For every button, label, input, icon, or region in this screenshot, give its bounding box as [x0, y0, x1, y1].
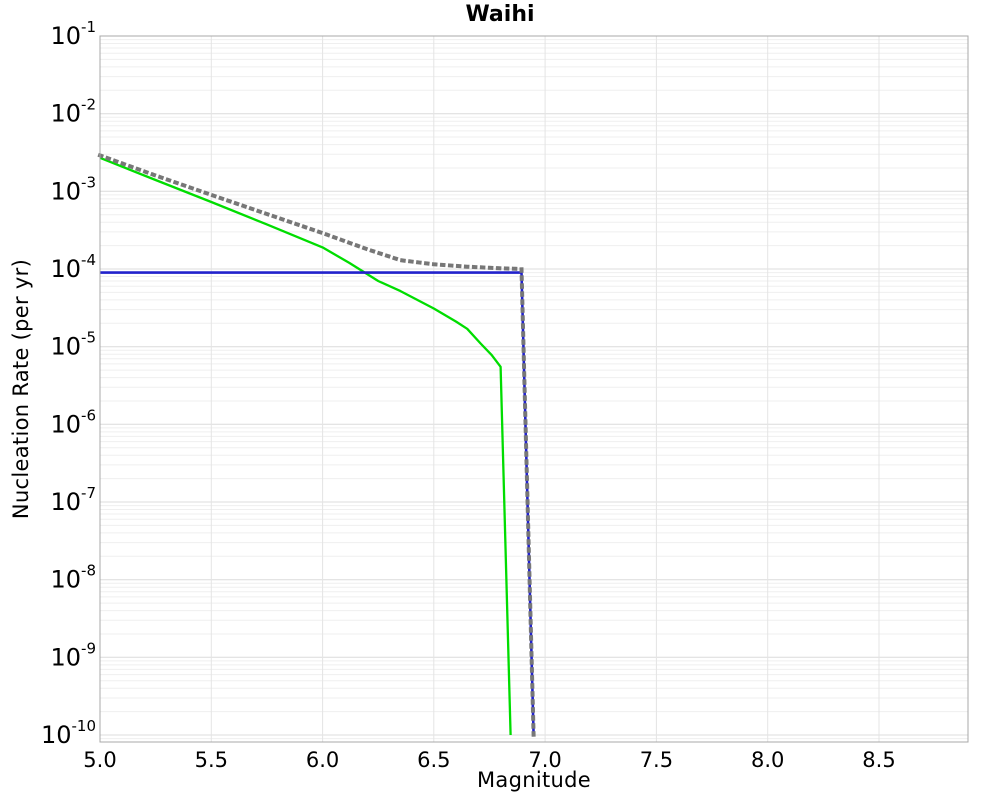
green-solid-curve [99, 156, 512, 736]
x-tick-label: 7.0 [528, 748, 561, 772]
x-tick-label: 8.5 [862, 748, 895, 772]
x-tick-label: 6.5 [417, 748, 450, 772]
x-tick-label: 6.0 [306, 748, 339, 772]
x-axis-title: Magnitude [477, 768, 591, 792]
y-tick-label: 10-9 [50, 639, 96, 671]
chart-title: Waihi [465, 2, 535, 27]
y-tick-label: 10-10 [41, 717, 96, 749]
y-tick-label: 10-6 [50, 406, 96, 438]
x-tick-label: 8.0 [751, 748, 784, 772]
y-tick-label: 10-2 [50, 96, 96, 128]
y-tick-label: 10-4 [50, 251, 96, 283]
y-tick-label: 10-7 [50, 484, 96, 516]
blue-solid-curve [100, 271, 535, 736]
x-tick-label: 5.0 [83, 748, 116, 772]
y-tick-label: 10-5 [50, 329, 96, 361]
y-tick-label: 10-3 [50, 173, 96, 205]
y-axis-title: Nucleation Rate (per yr) [9, 258, 33, 520]
x-tick-label: 5.5 [195, 748, 228, 772]
grey-dotted-curve [97, 152, 536, 738]
plot-border [99, 35, 969, 743]
y-tick-label: 10-1 [50, 18, 96, 50]
y-tick-label: 10-8 [50, 562, 96, 594]
x-tick-label: 7.5 [640, 748, 673, 772]
